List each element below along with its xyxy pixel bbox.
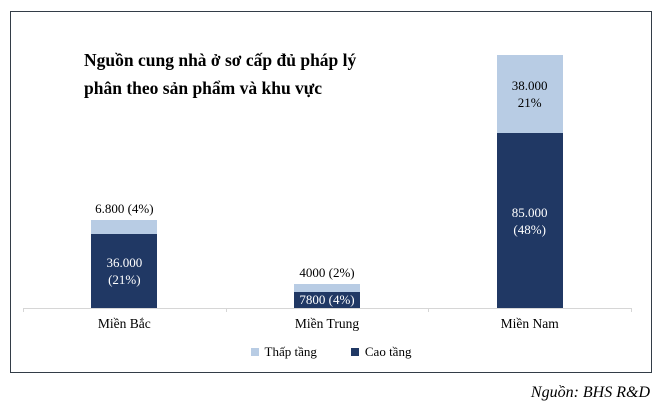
legend-label: Thấp tầng [264,344,317,359]
data-label-thap-tang: 38.000 21% [511,78,548,111]
x-axis-tick [428,308,430,312]
x-axis-tick [631,308,632,312]
x-axis-tick [225,308,227,312]
chart-title: Nguồn cung nhà ở sơ cấp đủ pháp lý phân … [84,46,356,102]
chart-title-line-1: Nguồn cung nhà ở sơ cấp đủ pháp lý [84,50,357,70]
legend-swatch-icon [250,348,259,356]
category-label: Miền Trung [294,316,360,331]
bar-segment-cao-tang: 7800 (4%) [294,291,360,308]
legend: Thấp tầng Cao tầng [11,344,651,360]
x-axis-line [23,308,631,309]
bar-segment-thap-tang [91,219,158,234]
category-label: Miền Bắc [97,316,151,331]
data-label-thap-tang: 6.800 (4%) [95,200,154,216]
bar-segment-thap-tang: 38.000 21% [496,55,563,134]
legend-label: Cao tầng [364,344,412,359]
bar-segment-cao-tang: 85.000 (48%) [496,133,563,308]
data-label-cao-tang: 85.000 (48%) [511,204,548,237]
chart-frame: Nguồn cung nhà ở sơ cấp đủ pháp lý phân … [10,11,652,373]
bar-segment-cao-tang: 36.000 (21%) [91,233,158,308]
data-label-cao-tang: 7800 (4%) [299,292,355,308]
legend-item: Thấp tầng [250,344,317,360]
legend-swatch-icon [350,348,359,356]
plot-area: 36.000 (21%) 6.800 (4%) Miền Bắc 7800 (4%) 4… [11,12,651,372]
x-axis-tick [23,308,24,312]
legend-item: Cao tầng [350,344,412,360]
data-label-thap-tang: 4000 (2%) [299,264,355,280]
bar-segment-thap-tang [294,283,360,292]
category-label: Miền Nam [500,316,559,331]
data-label-cao-tang: 36.000 (21%) [106,254,143,287]
source-credit: Nguồn: BHS R&D [530,384,650,401]
chart-title-line-2: phân theo sản phẩm và khu vực [84,78,323,98]
